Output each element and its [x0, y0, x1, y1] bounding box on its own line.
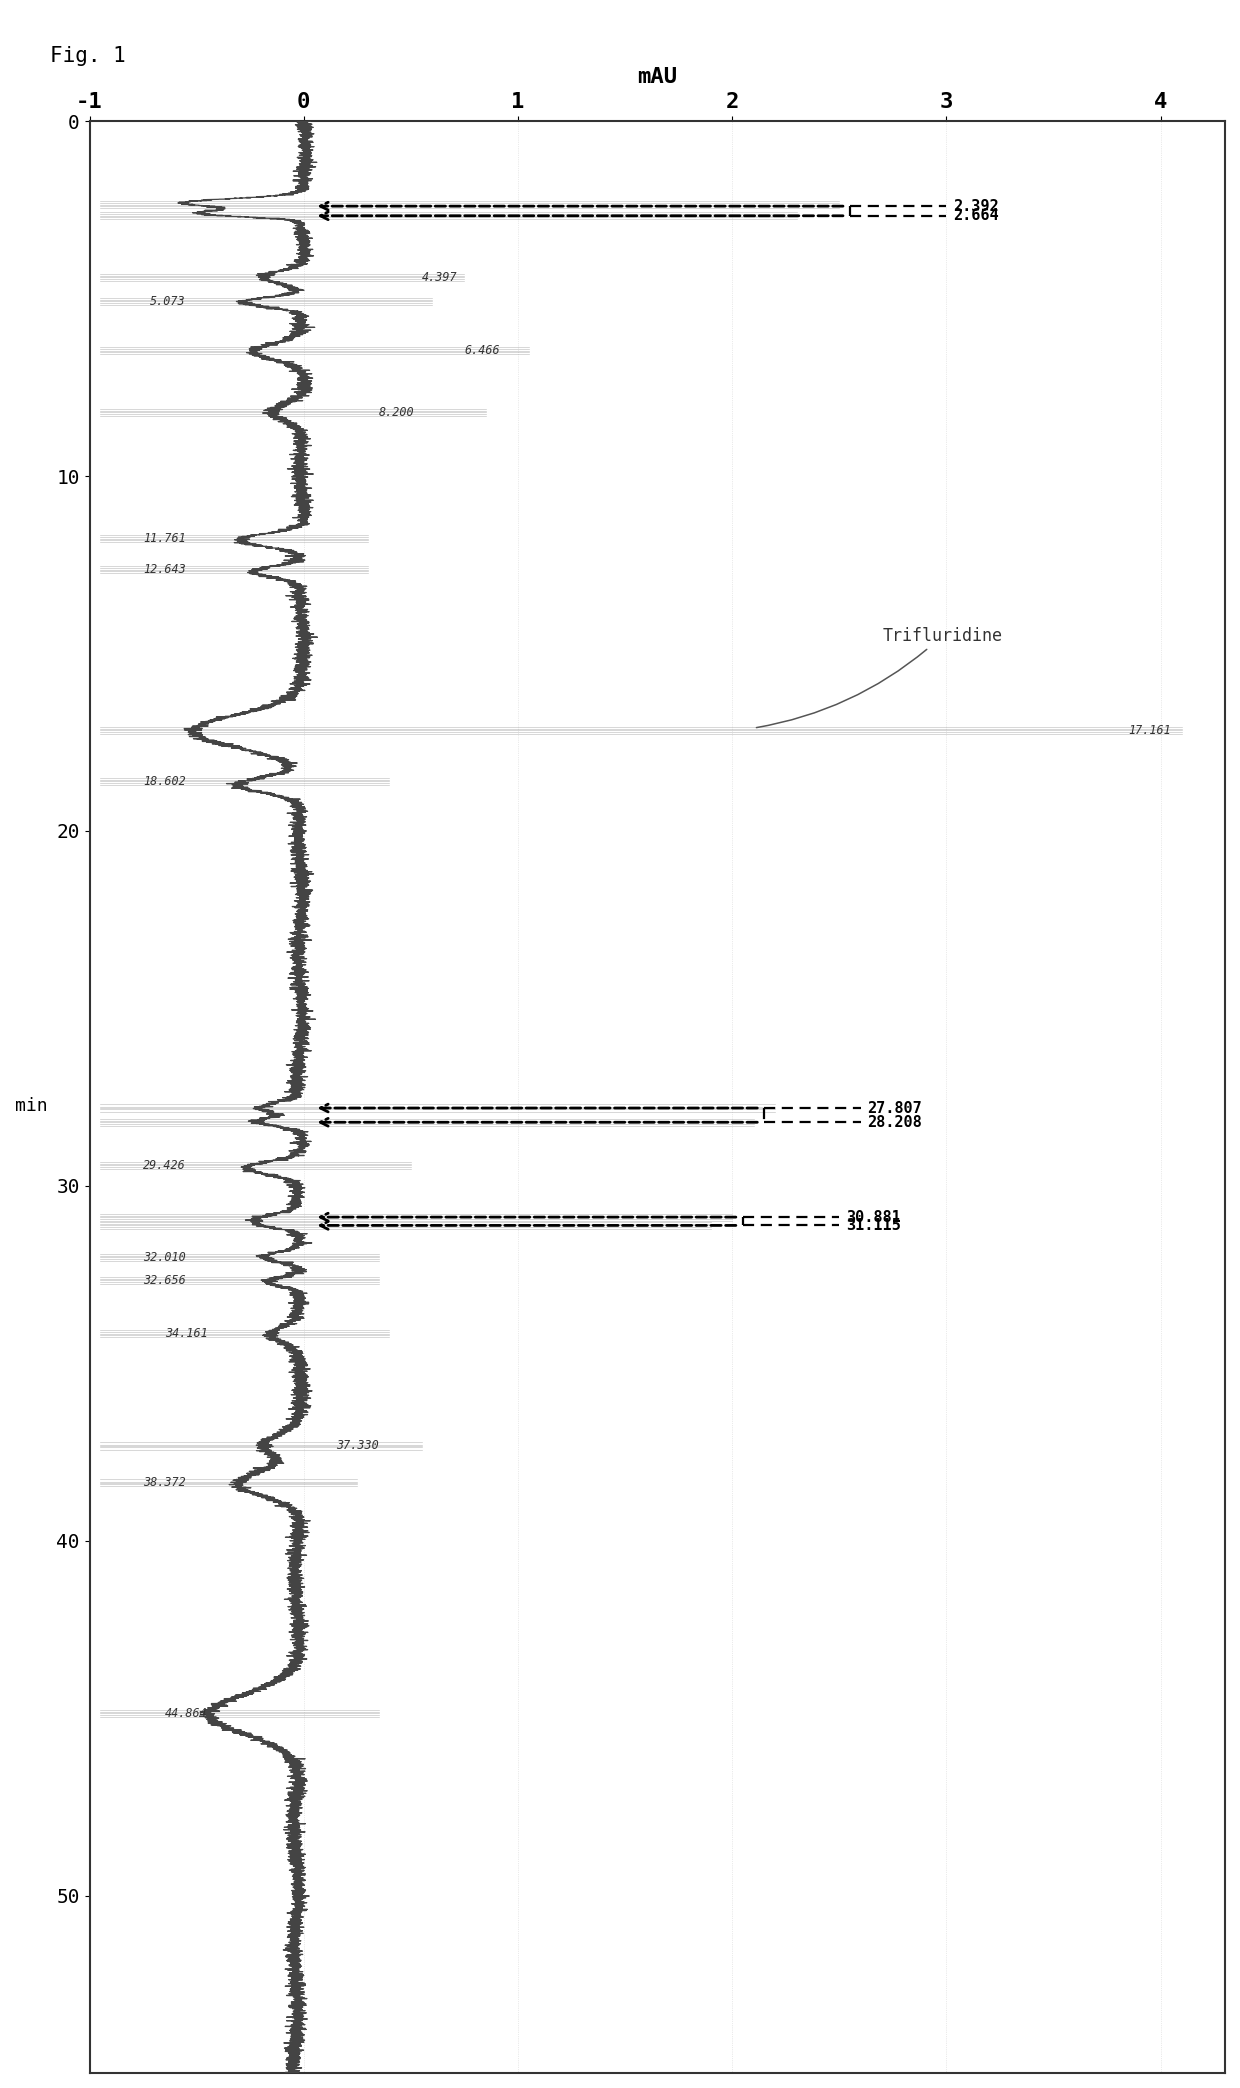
Text: 37.330: 37.330 [336, 1439, 378, 1453]
Text: Fig. 1: Fig. 1 [50, 46, 125, 67]
Text: 28.208: 28.208 [867, 1115, 923, 1130]
Text: 27.807: 27.807 [867, 1100, 923, 1115]
Text: 4.397: 4.397 [422, 271, 458, 284]
X-axis label: mAU: mAU [637, 67, 677, 88]
Text: 2.392: 2.392 [952, 198, 998, 213]
Text: 18.602: 18.602 [143, 775, 186, 787]
Text: 44.864: 44.864 [165, 1706, 207, 1721]
Text: 17.161: 17.161 [1128, 725, 1172, 737]
Text: 31.115: 31.115 [846, 1217, 900, 1232]
Text: 32.656: 32.656 [143, 1274, 186, 1286]
Text: 6.466: 6.466 [465, 345, 500, 357]
Text: 32.010: 32.010 [143, 1251, 186, 1263]
Text: 30.881: 30.881 [846, 1209, 900, 1224]
Text: 34.161: 34.161 [165, 1328, 207, 1340]
Y-axis label: min: min [15, 1096, 47, 1115]
Text: 29.426: 29.426 [143, 1159, 186, 1171]
Text: 2.664: 2.664 [952, 209, 998, 223]
Text: 5.073: 5.073 [150, 294, 186, 307]
Text: Trifluridine: Trifluridine [756, 626, 1002, 727]
Text: 12.643: 12.643 [143, 564, 186, 576]
Text: 11.761: 11.761 [143, 532, 186, 545]
Text: 8.200: 8.200 [378, 405, 414, 420]
Text: 38.372: 38.372 [143, 1476, 186, 1489]
